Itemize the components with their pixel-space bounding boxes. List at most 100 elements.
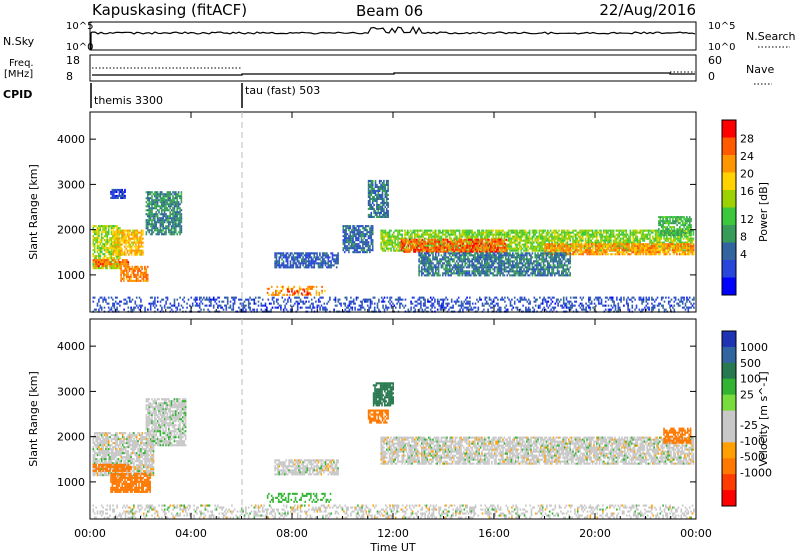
power-colorbar-title: Power [dB] [757,182,770,242]
power-region-7 [266,285,326,296]
velocity-data [92,382,695,519]
velocity-ytick-3: 1000 [57,476,85,489]
velocity-region-5 [274,459,339,476]
power-colorbar-swatch-4 [722,190,736,208]
velocity-colorbar-swatch-2 [722,362,736,380]
freq-tick-bottom: 8 [66,70,73,83]
velocity-colorbar-tick-4: -25 [740,419,758,432]
power-data [92,179,695,313]
nsky-panel: N.Sky 10^5 10^0 10^5 10^0 N.Search [3,21,796,53]
velocity-colorbar-swatch-0 [722,331,736,348]
nsearch-label: N.Search [746,30,796,43]
time-axis-label: Time UT [369,541,415,554]
freq-label-line1: Freq. [9,58,34,69]
power-colorbar-tick-1: 24 [740,150,754,163]
velocity-colorbar-swatch-7 [722,442,736,459]
power-region-13 [544,243,695,256]
freq-panel: Freq. [MHz] 18 8 60 0 Nave [4,54,774,85]
beam-title: Beam 06 [356,2,423,20]
power-region-3 [120,265,149,282]
power-ytick-1: 3000 [57,178,85,191]
velocity-ylabel: Slant Range [km] [27,371,40,467]
velocity-region-10 [92,504,695,519]
power-region-0 [92,225,121,270]
power-colorbar-swatch-5 [722,207,736,226]
power-ytick-0: 4000 [57,133,85,146]
power-region-8 [287,288,311,295]
velocity-ytick-0: 4000 [57,340,85,353]
power-colorbar-swatch-3 [722,172,736,191]
power-colorbar-swatch-1 [722,137,736,156]
velocity-region-3 [110,472,151,493]
freq-trace [92,72,695,76]
velocity-colorbar-swatch-8 [722,458,736,475]
velocity-region-0 [92,432,155,477]
power-region-15 [658,216,692,237]
xtick-1: 04:00 [175,527,207,540]
velocity-colorbar-tick-2: 100 [740,373,761,386]
velocity-colorbar-title: Velocity [m s^-1] [757,371,770,466]
power-region-14 [418,252,571,277]
velocity-region-9 [663,427,692,444]
nsky-label: N.Sky [3,35,35,48]
nsearch-tick-bottom: 10^0 [708,42,735,53]
cpid-label: CPID [3,88,32,101]
cpid-mode-tau: tau (fast) 503 [245,84,320,97]
velocity-colorbar-tick-1: 500 [740,357,761,370]
xtick-3: 12:00 [377,527,409,540]
velocity-colorbar-swatch-10 [722,490,736,507]
velocity-ytick-2: 2000 [57,431,85,444]
cpid-mode-themis: themis 3300 [94,94,163,107]
date-title: 22/Aug/2016 [599,1,696,19]
power-ylabel: Slant Range [km] [27,164,40,260]
power-colorbar-swatch-8 [722,260,736,278]
velocity-colorbar-tick-3: 25 [740,389,754,402]
xtick-0: 00:00 [74,527,106,540]
velocity-ytick-1: 3000 [57,385,85,398]
power-colorbar-tick-3: 16 [740,185,754,198]
station-title: Kapuskasing (fitACF) [92,1,247,19]
power-colorbar-swatch-0 [722,120,736,138]
power-region-9 [342,225,374,254]
nsearch-tick-top: 10^5 [708,21,735,32]
power-region-12 [400,238,508,253]
velocity-panel: 4000 3000 2000 1000 Slant Range [km] [27,318,697,520]
power-region-1 [112,229,144,256]
velocity-colorbar-swatch-4 [722,394,736,412]
xtick-6: 00:00 [680,527,712,540]
nave-tick-bottom: 0 [708,70,715,83]
velocity-region-7 [372,382,394,407]
nave-label: Nave [746,63,774,76]
nsky-trace [90,25,696,50]
power-ytick-3: 1000 [57,269,85,282]
power-colorbar-swatch-7 [722,242,736,261]
nave-tick-top: 60 [708,54,722,67]
power-ytick-2: 2000 [57,224,85,237]
power-colorbar-swatch-6 [722,225,736,243]
nsky-tick-top: 10^5 [66,21,93,32]
nsky-tick-bottom: 10^0 [66,42,93,53]
time-axis: 00:00 04:00 08:00 12:00 16:00 20:00 00:00 [74,112,712,540]
velocity-colorbar: 1000 500 100 25 -25 -100 -500 -1000 Velocity [m… [721,330,772,507]
freq-tick-top: 18 [66,54,80,67]
velocity-colorbar-swatch-9 [722,474,736,491]
xtick-4: 16:00 [478,527,510,540]
power-colorbar-swatch-9 [722,277,736,296]
velocity-colorbar-swatch-1 [722,346,736,364]
velocity-colorbar-tick-0: 1000 [740,341,768,354]
power-colorbar-swatch-2 [722,155,736,173]
power-colorbar-tick-6: 4 [740,248,747,261]
cpid-panel: CPID themis 3300 tau (fast) 503 [3,83,320,108]
freq-label-line2: [MHz] [4,69,33,80]
velocity-colorbar-swatch-5 [722,410,736,427]
power-colorbar: 28 24 20 16 12 8 4 Power [dB] [721,119,770,296]
power-region-4 [145,191,183,236]
velocity-region-8 [380,436,695,465]
power-colorbar-tick-5: 8 [740,231,747,244]
velocity-colorbar-swatch-6 [722,426,736,443]
power-region-2 [92,259,130,268]
velocity-region-4 [266,492,332,503]
velocity-colorbar-tick-7: -1000 [740,467,772,480]
xtick-2: 08:00 [276,527,308,540]
